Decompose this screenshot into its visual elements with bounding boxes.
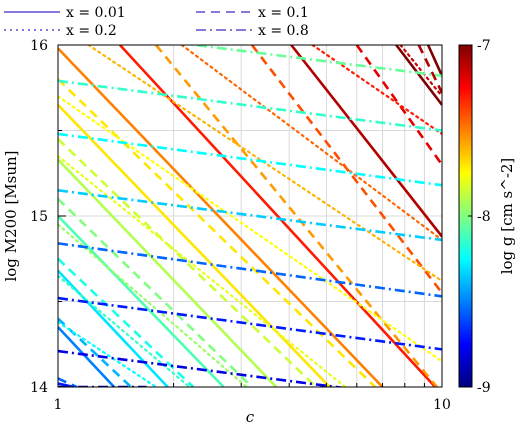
series-line-solid (58, 215, 225, 387)
series-line-dotted (58, 274, 191, 387)
series-line-solid (395, 45, 442, 106)
series-line-dashed (58, 197, 253, 387)
series-line-solid (58, 158, 278, 387)
series-line-dotted (399, 45, 442, 98)
series-line-solid (290, 45, 442, 238)
series-line-dashdot (184, 45, 442, 78)
series-line-dashdot (58, 349, 347, 387)
colorbar-tick-label: -9 (477, 380, 491, 396)
legend-label: x = 0.1 (258, 5, 309, 21)
y-tick-label: 15 (30, 209, 48, 225)
series-line-dotted (58, 155, 347, 387)
y-tick-label: 16 (30, 38, 48, 54)
x-axis: 1 10 (54, 379, 451, 413)
series-line-dashdot (58, 242, 442, 298)
series-line-dashed (58, 377, 78, 387)
plot-lines (58, 45, 442, 387)
legend-label: x = 0.2 (66, 23, 117, 39)
series-line-solid (58, 382, 75, 387)
y-axis: 14 15 16 (30, 38, 66, 396)
series-line-solid (58, 103, 331, 387)
series-line-solid (58, 47, 384, 387)
series-line-dashed (355, 45, 442, 166)
series-line-dotted (58, 320, 158, 387)
series-line-dashed (58, 78, 377, 387)
series-line-solid (58, 269, 169, 387)
legend-label: x = 0.01 (66, 5, 126, 21)
colorbar-label: log g [cm s^-2] (498, 158, 516, 275)
series-line-dotted (58, 95, 442, 363)
series-line-dashdot (58, 79, 442, 132)
series-line-dashdot (58, 296, 442, 351)
colorbar-tick-label: -7 (477, 38, 491, 54)
legend: x = 0.01 x = 0.1 x = 0.2 x = 0.8 (4, 5, 309, 39)
y-tick-label: 14 (30, 380, 48, 396)
x-axis-label: c (246, 408, 255, 426)
series-line-dotted (87, 45, 442, 283)
series-line-dotted (311, 45, 442, 136)
x-tick-label: 10 (433, 397, 451, 413)
colorbar-tick-label: -8 (477, 209, 491, 225)
y-axis-label: log M200 [Msun] (2, 150, 20, 281)
series-line-dashdot (58, 132, 442, 187)
legend-label: x = 0.8 (258, 23, 309, 39)
series-line-dashed (58, 257, 195, 387)
series-line-dotted (180, 45, 442, 242)
series-line-dashed (417, 45, 442, 94)
series-line-dotted (58, 223, 248, 387)
series-line-solid (58, 326, 116, 387)
colorbar: -7 -8 -9 log g [cm s^-2] (458, 38, 516, 396)
series-line-dashdot (58, 189, 442, 242)
series-line-solid (426, 45, 442, 77)
x-tick-label: 1 (54, 397, 63, 413)
series-line-dashed (155, 45, 438, 387)
